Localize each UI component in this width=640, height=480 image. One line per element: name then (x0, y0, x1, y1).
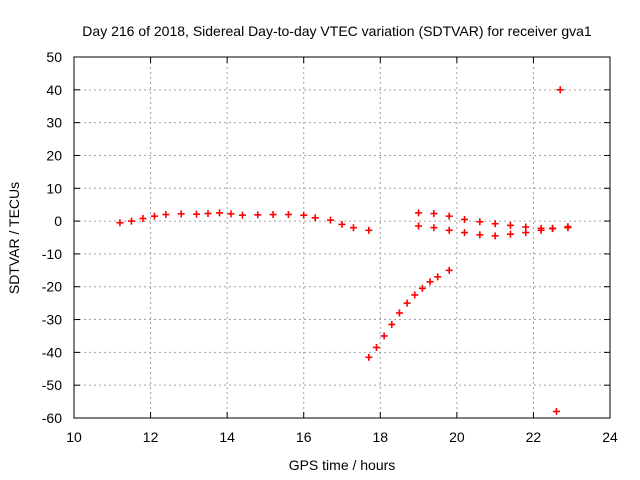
data-point (162, 211, 170, 219)
data-point (522, 229, 530, 237)
x-tick-label: 12 (143, 429, 159, 445)
data-point (415, 209, 423, 217)
y-tick-label: 20 (46, 147, 62, 163)
data-point (461, 229, 469, 237)
data-point (434, 273, 442, 281)
data-point (388, 320, 396, 328)
data-point (327, 216, 335, 224)
data-point (269, 211, 277, 219)
x-tick-label: 20 (449, 429, 465, 445)
data-point (418, 284, 426, 292)
series-4 (365, 266, 453, 361)
y-tick-label: -60 (42, 410, 62, 426)
y-axis-label: SDTVAR / TECUs (6, 182, 22, 294)
x-axis-label: GPS time / hours (289, 457, 396, 473)
data-point (116, 219, 124, 227)
data-point (403, 299, 411, 307)
data-point (564, 223, 572, 231)
x-tick-label: 16 (296, 429, 312, 445)
y-tick-label: -40 (42, 344, 62, 360)
y-tick-label: -30 (42, 312, 62, 328)
data-point (415, 222, 423, 230)
axis-ticks (73, 56, 611, 419)
data-point (372, 343, 380, 351)
y-tick-label: 10 (46, 180, 62, 196)
series-1 (116, 209, 373, 234)
data-point (204, 210, 212, 218)
x-tick-label: 10 (66, 429, 82, 445)
data-point (395, 309, 403, 317)
x-tick-label: 14 (219, 429, 235, 445)
data-point (284, 211, 292, 219)
y-tick-label: 40 (46, 82, 62, 98)
x-tick-label: 22 (526, 429, 542, 445)
data-point (411, 291, 419, 299)
data-point (430, 224, 438, 232)
data-point (254, 211, 262, 219)
grid (74, 57, 610, 418)
chart-title: Day 216 of 2018, Sidereal Day-to-day VTE… (82, 23, 592, 39)
x-axis-tick-labels: 10 12 14 16 18 20 22 24 (66, 429, 618, 445)
data-point (365, 226, 373, 234)
data-point (491, 232, 499, 240)
data-point (445, 226, 453, 234)
y-tick-label: 0 (54, 213, 62, 229)
series-3 (415, 222, 572, 240)
data-point (491, 220, 499, 228)
data-point (445, 266, 453, 274)
data-point (338, 220, 346, 228)
data-point (476, 218, 484, 226)
data-point (349, 224, 357, 232)
series-5 (552, 86, 564, 415)
y-tick-label: -20 (42, 279, 62, 295)
y-axis-tick-labels: -60 -50 -40 -30 -20 -10 0 10 20 30 40 50 (42, 49, 62, 426)
data-point (311, 214, 319, 222)
data-point (445, 212, 453, 220)
data-point (177, 210, 185, 218)
plot-frame (73, 56, 611, 419)
data-point (426, 278, 434, 286)
data-point (549, 224, 557, 232)
data-point (238, 211, 246, 219)
data-point (150, 212, 158, 220)
data-point (227, 210, 235, 218)
data-point (139, 214, 147, 222)
data-point (430, 210, 438, 218)
y-tick-label: 50 (46, 49, 62, 65)
data-point (380, 332, 388, 340)
y-tick-label: 30 (46, 115, 62, 131)
data-points (116, 86, 572, 415)
data-point (300, 211, 308, 219)
data-point (552, 407, 560, 415)
data-point (365, 353, 373, 361)
y-tick-label: -10 (42, 246, 62, 262)
y-tick-label: -50 (42, 377, 62, 393)
data-point (506, 230, 514, 238)
data-point (461, 215, 469, 223)
series-2 (415, 209, 572, 233)
data-point (193, 210, 201, 218)
x-tick-label: 18 (372, 429, 388, 445)
data-point (556, 86, 564, 94)
data-point (506, 221, 514, 229)
x-tick-label: 24 (602, 429, 618, 445)
data-point (476, 231, 484, 239)
data-point (215, 209, 223, 217)
data-point (537, 226, 545, 234)
data-point (127, 217, 135, 225)
